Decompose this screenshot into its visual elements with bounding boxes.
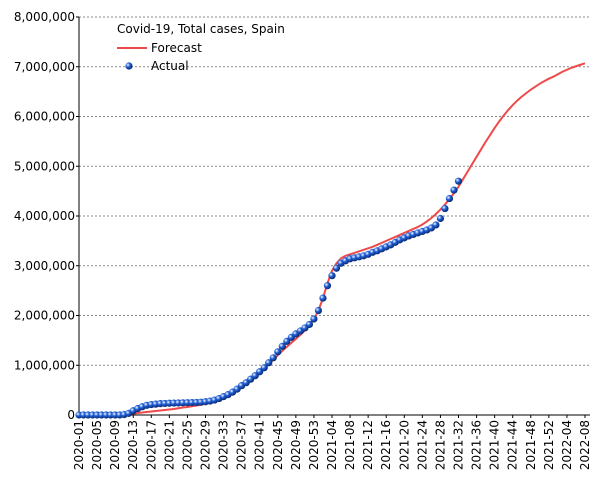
x-tick-label: 2020-53	[307, 420, 321, 470]
data-point	[319, 294, 327, 302]
x-tick-label: 2022-08	[578, 420, 592, 470]
data-point	[314, 306, 323, 315]
data-point	[260, 364, 268, 372]
data-point	[278, 342, 286, 350]
data-point	[436, 214, 445, 223]
x-tick-label: 2021-28	[433, 420, 447, 470]
x-tick-label: 2020-33	[217, 420, 231, 470]
data-point	[265, 359, 273, 367]
forecast-line	[79, 62, 586, 416]
x-tick-label: 2021-52	[542, 420, 556, 470]
legend-label: Forecast	[151, 41, 202, 55]
data-point	[432, 221, 440, 229]
legend-title: Covid-19, Total cases, Spain	[117, 22, 285, 36]
data-point	[305, 320, 314, 329]
data-point	[323, 282, 332, 290]
y-tick-label: 5,000,000	[14, 159, 75, 173]
x-tick-label: 2020-01	[72, 420, 86, 470]
x-tick-label: 2021-12	[361, 420, 375, 470]
y-tick-label: 1,000,000	[14, 358, 75, 372]
x-tick-label: 2021-40	[488, 420, 502, 470]
x-tick-label: 2020-21	[162, 420, 176, 470]
data-point	[269, 354, 277, 362]
x-tick-label: 2021-48	[524, 420, 538, 470]
x-tick-label: 2020-41	[253, 420, 267, 470]
data-point	[274, 348, 282, 356]
legend-marker	[125, 62, 133, 70]
data-point	[310, 315, 318, 323]
x-tick-label: 2020-37	[235, 420, 249, 470]
y-tick-label: 7,000,000	[14, 60, 75, 74]
x-tick-label: 2020-45	[271, 420, 285, 470]
x-tick-label: 2020-17	[144, 420, 158, 470]
x-tick-label: 2020-29	[199, 420, 213, 470]
y-tick-label: 8,000,000	[14, 10, 75, 24]
data-point	[441, 204, 449, 213]
x-tick-label: 2020-05	[90, 420, 104, 470]
x-tick-label: 2021-08	[343, 420, 357, 470]
x-tick-label: 2021-32	[452, 420, 466, 470]
x-tick-label: 2021-36	[470, 420, 484, 470]
x-tick-label: 2021-20	[397, 420, 411, 470]
y-tick-label: 3,000,000	[14, 259, 75, 273]
x-tick-label: 2021-24	[415, 420, 429, 470]
x-tick-label: 2020-49	[289, 420, 303, 470]
x-tick-label: 2020-13	[126, 420, 140, 470]
x-tick-label: 2021-04	[325, 420, 339, 470]
y-tick-label: 4,000,000	[14, 209, 75, 223]
y-tick-label: 0	[67, 408, 75, 422]
data-point	[450, 186, 458, 194]
x-tick-label: 2021-16	[379, 420, 393, 470]
x-tick-label: 2021-44	[506, 420, 520, 470]
data-point	[454, 177, 463, 185]
x-tick-label: 2020-25	[180, 420, 194, 470]
x-tick-label: 2022-04	[560, 420, 574, 470]
y-tick-label: 2,000,000	[14, 309, 75, 323]
y-tick-label: 6,000,000	[14, 110, 75, 124]
data-point	[445, 194, 454, 203]
data-point	[332, 264, 341, 272]
data-point	[328, 272, 336, 280]
legend-label: Actual	[151, 59, 189, 73]
x-tick-label: 2020-09	[108, 420, 122, 470]
